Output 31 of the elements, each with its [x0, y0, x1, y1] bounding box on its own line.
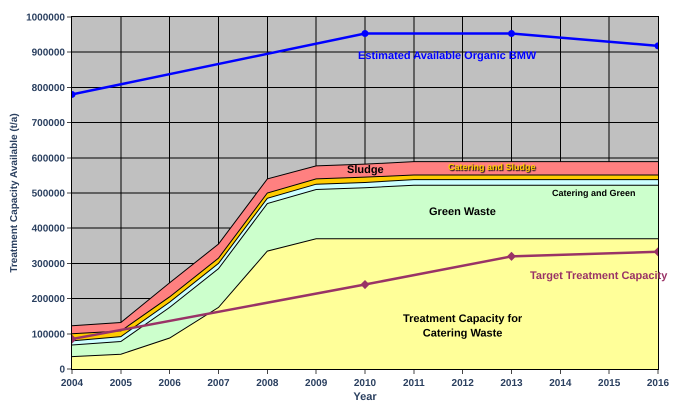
y-tick-label: 200000 [32, 294, 66, 306]
x-tick-label: 2016 [646, 378, 670, 389]
x-tick-label: 2005 [110, 378, 132, 389]
y-axis-title: Treatment Capacity Available (t/a) [9, 113, 20, 273]
x-tick-label: 2010 [354, 378, 377, 389]
x-tick-label: 2015 [598, 378, 621, 389]
y-tick-label: 100000 [32, 329, 66, 340]
series-label: Sludge [347, 164, 384, 176]
x-tick-label: 2012 [452, 378, 474, 389]
x-tick-label: 2009 [305, 378, 328, 389]
x-axis-title: Year [353, 391, 378, 404]
x-tick-label: 2011 [402, 378, 426, 389]
series-label: Treatment Capacity for Catering Waste [403, 313, 523, 340]
y-tick-label: 0 [59, 364, 66, 376]
series-label: Catering and Green [552, 188, 636, 198]
y-tick-label: 500000 [32, 188, 66, 200]
y-tick-label: 700000 [32, 118, 66, 130]
x-tick-label: 2004 [60, 378, 84, 389]
x-tick-label: 2006 [158, 378, 182, 389]
x-tick-label: 2007 [207, 378, 230, 389]
y-tick-label: 900000 [32, 48, 66, 59]
y-tick-label: 600000 [32, 153, 66, 164]
series-label: Green Waste [429, 206, 496, 218]
x-tick-label: 2014 [549, 378, 572, 389]
series-label: Catering and Sludge [448, 162, 536, 172]
y-tick-label: 1000000 [26, 12, 66, 24]
y-tick-label: 400000 [32, 224, 66, 235]
y-tick-label: 300000 [32, 258, 66, 270]
y-tick-label: 800000 [32, 82, 66, 94]
x-tick-label: 2013 [500, 378, 524, 389]
x-tick-label: 2008 [256, 378, 279, 389]
